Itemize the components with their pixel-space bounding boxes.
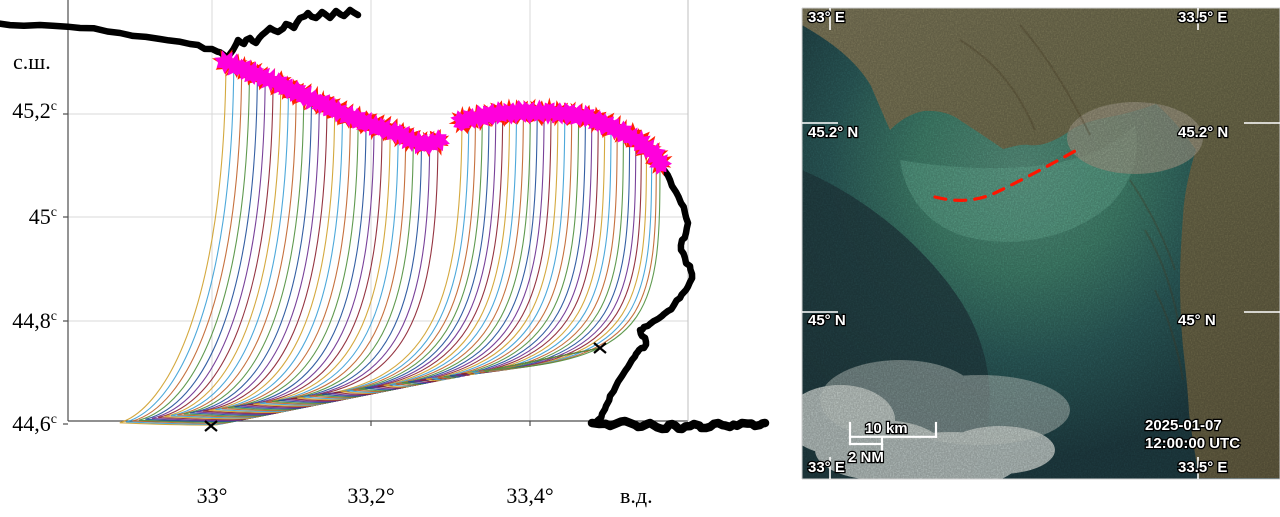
svg-text:33.5° E: 33.5° E bbox=[1178, 9, 1227, 26]
svg-text:2 NM: 2 NM bbox=[848, 449, 884, 466]
svg-text:в.д.: в.д. bbox=[620, 483, 653, 508]
svg-text:44,6с: 44,6с bbox=[12, 411, 57, 436]
svg-text:45.2° N: 45.2° N bbox=[808, 124, 858, 141]
svg-text:33°: 33° bbox=[197, 483, 228, 508]
svg-text:33.5° E: 33.5° E bbox=[1178, 459, 1227, 476]
svg-text:33° E: 33° E bbox=[808, 459, 845, 476]
svg-text:33,4°: 33,4° bbox=[506, 483, 553, 508]
svg-text:33° E: 33° E bbox=[808, 9, 845, 26]
svg-text:45.2° N: 45.2° N bbox=[1178, 124, 1228, 141]
svg-text:10 km: 10 km bbox=[865, 420, 908, 437]
svg-text:44,8с: 44,8с bbox=[12, 308, 57, 333]
svg-text:33,2°: 33,2° bbox=[347, 483, 394, 508]
svg-text:45° N: 45° N bbox=[1178, 312, 1216, 329]
svg-text:45,2с: 45,2с bbox=[12, 98, 57, 123]
svg-text:45° N: 45° N bbox=[808, 312, 846, 329]
svg-text:2025-01-07: 2025-01-07 bbox=[1145, 417, 1222, 434]
svg-text:12:00:00 UTC: 12:00:00 UTC bbox=[1145, 435, 1240, 452]
svg-text:с.ш.: с.ш. bbox=[13, 49, 51, 74]
